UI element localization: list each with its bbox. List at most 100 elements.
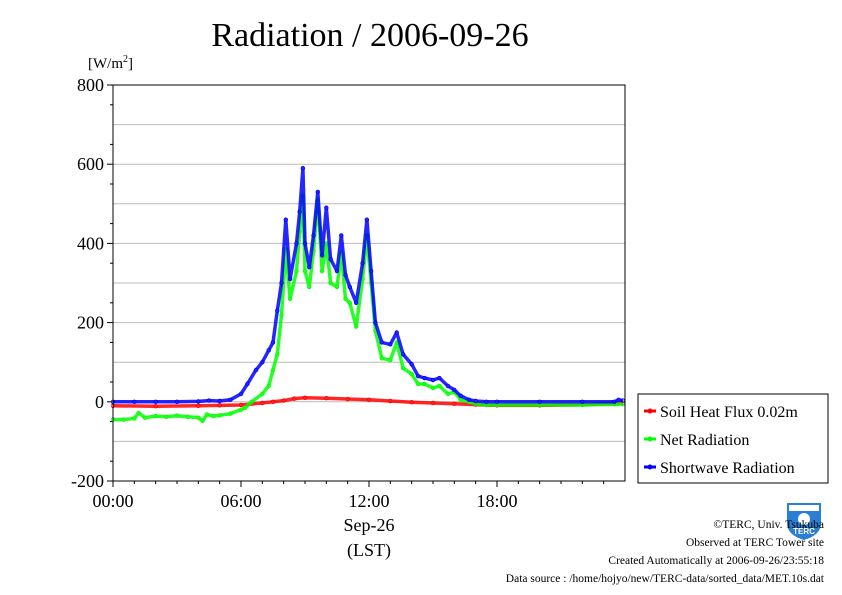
data-point: [473, 398, 478, 404]
data-point: [415, 373, 421, 379]
data-point: [409, 371, 414, 377]
data-point: [315, 189, 320, 195]
data-point: [445, 391, 451, 397]
x-tick-label: 06:00: [220, 491, 261, 511]
data-point: [328, 257, 333, 262]
data-point: [287, 276, 293, 282]
footer-created: Created Automatically at 2006-09-26/23:5…: [608, 555, 824, 567]
data-point: [292, 396, 297, 401]
series-line: [113, 166, 624, 404]
data-point: [400, 365, 406, 371]
data-point: [174, 413, 180, 418]
data-point: [307, 284, 312, 290]
data-point: [366, 397, 372, 403]
data-point: [217, 398, 222, 404]
data-point: [430, 385, 436, 391]
x-tick-label: 00:00: [92, 491, 133, 511]
plot-frame: [112, 84, 626, 482]
data-point: [354, 324, 359, 329]
data-point: [260, 391, 265, 397]
data-point: [415, 381, 421, 387]
y-tick-label: 800: [77, 75, 104, 95]
data-point: [228, 411, 233, 416]
data-point: [311, 233, 316, 238]
data-point: [185, 414, 190, 420]
legend: Soil Heat Flux 0.02m Net Radiation Shortwa…: [637, 393, 829, 484]
data-point: [616, 397, 621, 403]
data-point: [243, 405, 248, 410]
legend-box: [637, 393, 829, 484]
data-point: [394, 330, 399, 335]
data-point: [437, 375, 442, 381]
data-point: [132, 416, 137, 421]
data-point: [388, 358, 393, 363]
data-point: [270, 340, 276, 345]
data-point: [467, 397, 472, 403]
data-point: [422, 381, 427, 387]
logo-drop: [798, 513, 810, 525]
data-point: [307, 264, 312, 270]
data-point: [373, 320, 378, 325]
data-point: [164, 414, 169, 420]
data-point: [238, 407, 244, 412]
data-point: [217, 413, 222, 418]
data-point: [266, 383, 271, 389]
data-point: [360, 261, 365, 266]
data-point: [287, 296, 293, 302]
data-point: [388, 342, 393, 347]
y-unit-text: [W/m: [88, 56, 123, 72]
data-point: [339, 233, 344, 238]
x-axis-ticks: 00:00 06:00 12:00 18:00: [92, 481, 605, 511]
legend-label: Net Radiation: [660, 432, 749, 449]
data-point: [245, 381, 250, 387]
data-point: [354, 300, 359, 305]
data-point: [238, 391, 244, 397]
data-point: [153, 413, 158, 419]
data-point: [121, 417, 126, 422]
x-tick-label: 18:00: [476, 491, 517, 511]
data-point: [217, 403, 222, 408]
data-point: [458, 393, 463, 399]
data-point: [409, 361, 414, 367]
data-point: [294, 268, 299, 274]
data-point: [324, 205, 329, 210]
legend-label: Soil Heat Flux 0.02m: [660, 404, 798, 421]
data-point: [379, 356, 384, 361]
data-point: [249, 399, 254, 404]
y-tick-label: 400: [77, 233, 104, 253]
data-point: [437, 383, 442, 389]
data-point: [347, 284, 352, 290]
data-point: [283, 217, 288, 222]
data-point: [494, 399, 500, 404]
footer-observed: Observed at TERC Tower site: [685, 537, 824, 549]
data-point: [319, 268, 325, 274]
data-point: [400, 352, 406, 357]
data-point: [368, 268, 374, 274]
data-point: [422, 375, 427, 381]
y-tick-label: 0: [95, 392, 104, 412]
data-point: [196, 415, 201, 420]
data-point: [302, 395, 308, 401]
legend-marker: [647, 464, 653, 470]
data-point: [200, 418, 205, 424]
data-point: [260, 400, 265, 406]
data-point: [347, 300, 352, 305]
y-tick-label: 200: [77, 313, 104, 333]
data-point: [275, 352, 280, 357]
data-point: [174, 399, 180, 404]
data-point: [302, 268, 308, 274]
data-point: [612, 399, 617, 404]
data-point: [279, 280, 284, 286]
terc-logo-icon: TERC: [783, 501, 825, 541]
data-point: [430, 400, 436, 406]
data-point: [345, 396, 350, 402]
data-point: [238, 402, 244, 408]
data-point: [270, 399, 276, 404]
data-point: [275, 308, 280, 313]
data-point: [343, 296, 348, 302]
data-point: [334, 268, 340, 274]
data-point: [297, 209, 302, 214]
data-point: [204, 412, 210, 417]
x-axis-date-label: Sep-26: [344, 515, 395, 535]
